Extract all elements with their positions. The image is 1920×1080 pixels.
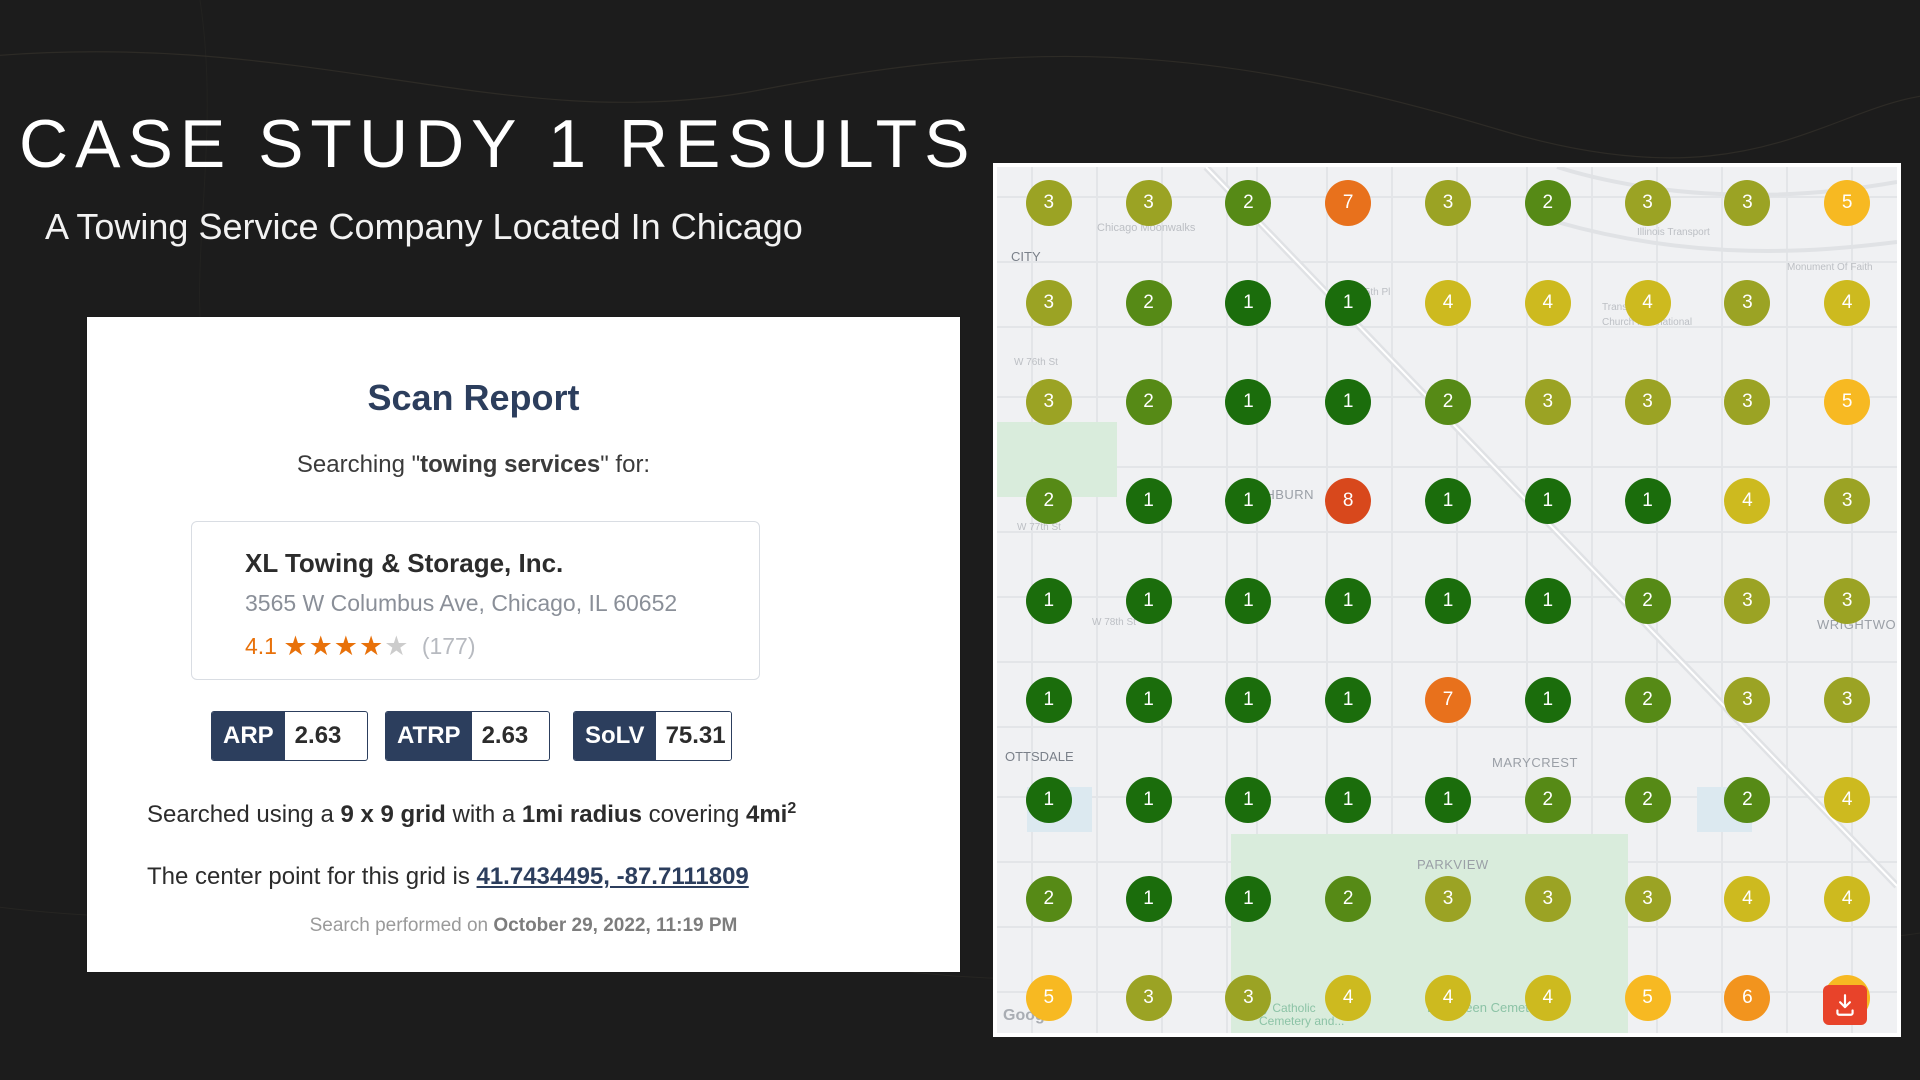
svg-text:Cemetery and...: Cemetery and... bbox=[1259, 1014, 1344, 1028]
